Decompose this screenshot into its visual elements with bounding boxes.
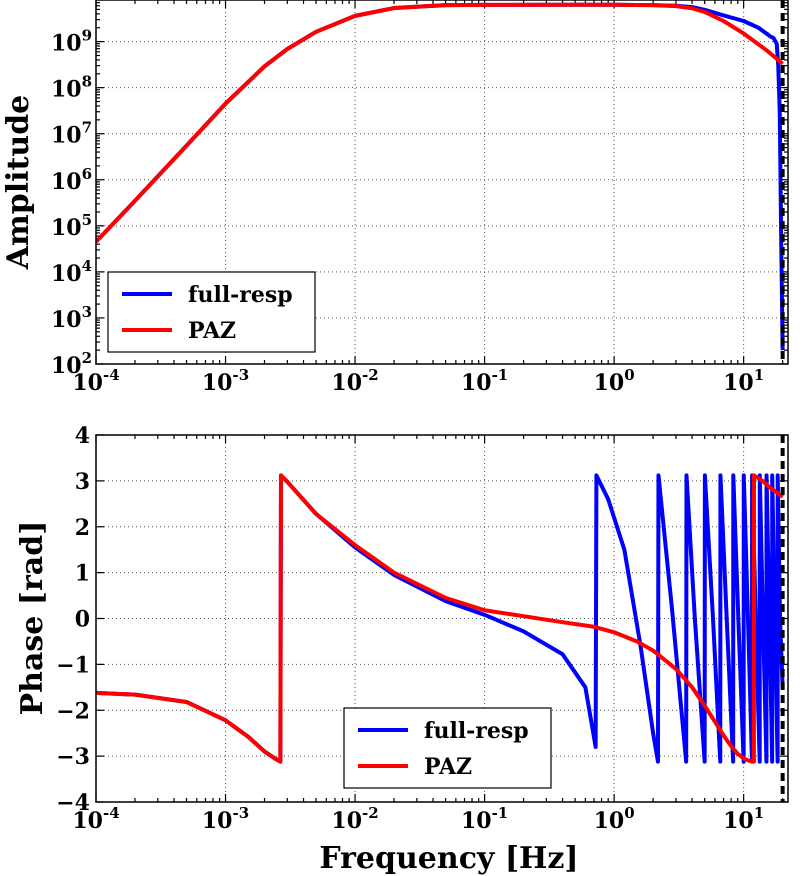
x-tick-exp: 1	[754, 804, 764, 822]
y-tick-exp: 5	[82, 211, 92, 229]
x-tick-exp: -4	[103, 366, 120, 384]
x-tick-exp: -3	[233, 366, 250, 384]
legend-box	[343, 707, 552, 789]
series-line-paz	[96, 2, 784, 244]
axes-frame	[95, 434, 789, 803]
y-tick-label: 105	[51, 211, 92, 241]
x-tick-exp: -3	[233, 804, 250, 822]
y-tick-base: 10	[51, 123, 82, 149]
y-tick-exp: 4	[82, 257, 92, 275]
x-tick-label: 10-3	[202, 804, 249, 834]
legend-label: PAZ	[424, 754, 472, 780]
x-tick-label: 100	[594, 804, 635, 834]
y-tick-label: 103	[51, 303, 92, 333]
plot-area	[96, 2, 785, 351]
x-tick-label: 101	[723, 366, 764, 396]
y-axis-label: Amplitude	[1, 95, 36, 271]
x-tick-base: 10	[72, 370, 103, 396]
y-tick-base: 10	[51, 169, 82, 195]
x-tick-base: 10	[461, 370, 492, 396]
x-tick-label: 10-2	[331, 804, 378, 834]
y-tick-label: 102	[51, 349, 92, 379]
y-tick-label: −1	[56, 652, 90, 678]
y-tick-exp: 6	[82, 165, 92, 183]
legend-box	[107, 271, 316, 353]
x-tick-exp: 0	[624, 366, 634, 384]
legend: full-resp PAZ	[343, 707, 552, 789]
plot-area	[96, 473, 785, 764]
x-tick-base: 10	[723, 808, 754, 834]
y-tick-exp: 8	[82, 73, 92, 91]
x-tick-base: 10	[202, 808, 233, 834]
x-tick-exp: -4	[103, 804, 120, 822]
x-tick-exp: 0	[624, 804, 634, 822]
y-tick-label: 109	[51, 27, 92, 57]
x-tick-base: 10	[723, 370, 754, 396]
legend-label: full-resp	[188, 282, 293, 308]
legend-label: full-resp	[424, 718, 529, 744]
y-tick-label: 107	[51, 119, 92, 149]
y-tick-label: 4	[75, 423, 90, 449]
x-tick-label: 10-3	[202, 366, 249, 396]
y-tick-label: 1	[75, 561, 90, 587]
x-tick-base: 10	[72, 808, 103, 834]
x-tick-exp: -2	[362, 366, 379, 384]
y-tick-exp: 9	[82, 27, 92, 45]
y-axis-label: Phase [rad]	[15, 521, 50, 716]
y-tick-label: 3	[75, 469, 90, 495]
legend-label: PAZ	[188, 318, 236, 344]
y-tick-base: 10	[51, 31, 82, 57]
y-tick-exp: 2	[82, 349, 92, 367]
x-tick-base: 10	[461, 808, 492, 834]
legend: full-resp PAZ	[107, 271, 316, 353]
x-tick-base: 10	[331, 370, 362, 396]
x-tick-base: 10	[594, 370, 625, 396]
y-tick-label: −4	[56, 790, 90, 816]
x-tick-base: 10	[202, 370, 233, 396]
y-tick-base: 10	[51, 307, 82, 333]
y-tick-label: −2	[56, 698, 90, 724]
y-tick-base: 10	[51, 77, 82, 103]
y-tick-label: 2	[75, 515, 90, 541]
x-tick-label: 100	[594, 366, 635, 396]
series-line-paz	[96, 473, 784, 764]
x-tick-label: 10-1	[461, 804, 508, 834]
y-tick-base: 10	[51, 215, 82, 241]
amplitude-panel: 10-4 10-3 10-2 10-1 100 101102103104105106107…	[1, 0, 789, 396]
x-tick-label: 10-4	[72, 804, 119, 834]
x-tick-exp: -2	[362, 804, 379, 822]
y-tick-exp: 3	[82, 303, 92, 321]
y-tick-label: 104	[51, 257, 92, 287]
y-tick-label: −3	[56, 744, 90, 770]
phase-panel: 10-4 10-3 10-2 10-1 100 101−4−3−2−101234Phase…	[15, 423, 789, 876]
y-tick-base: 10	[51, 353, 82, 379]
y-tick-label: 0	[75, 607, 90, 633]
x-tick-exp: -1	[492, 366, 509, 384]
x-axis-label: Frequency [Hz]	[319, 841, 578, 876]
x-tick-label: 101	[723, 804, 764, 834]
y-tick-exp: 7	[82, 119, 92, 137]
y-tick-base: 10	[51, 261, 82, 287]
y-tick-label: 106	[51, 165, 92, 195]
x-tick-label: 10-2	[331, 366, 378, 396]
x-tick-base: 10	[594, 808, 625, 834]
y-tick-label: 108	[51, 73, 92, 103]
x-tick-base: 10	[331, 808, 362, 834]
x-tick-label: 10-1	[461, 366, 508, 396]
axes-frame	[95, 0, 789, 365]
x-tick-label: 10-4	[72, 366, 119, 396]
x-tick-exp: 1	[754, 366, 764, 384]
x-tick-exp: -1	[492, 804, 509, 822]
